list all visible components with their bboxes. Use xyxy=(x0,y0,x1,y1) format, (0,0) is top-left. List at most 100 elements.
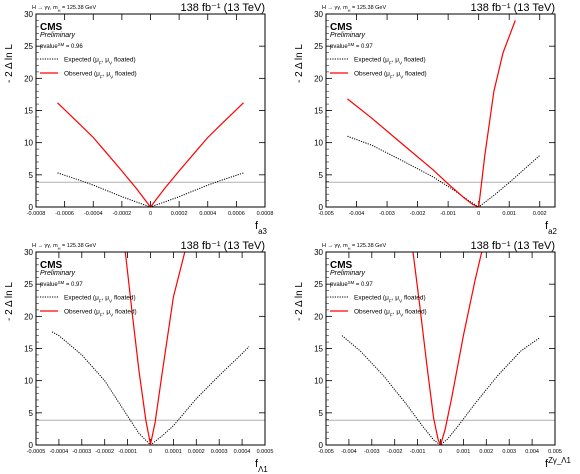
lumi-label: 138 fb⁻¹ (13 TeV) xyxy=(181,240,265,252)
y-axis-label: - 2 Δ ln L xyxy=(4,282,15,321)
pvalue-label: pvalueSM = 0.97 xyxy=(330,280,373,289)
y-tick-label: 10 xyxy=(24,139,33,148)
y-tick-label: 20 xyxy=(24,312,33,321)
x-tick-label: 0.0003 xyxy=(211,449,228,455)
x-tick-label: -0.0002 xyxy=(95,449,114,455)
y-tick-label: 20 xyxy=(314,74,323,83)
x-tick-label: 0.005 xyxy=(548,449,562,455)
x-tick-label: -0.0006 xyxy=(55,211,74,217)
y-axis-label: - 2 Δ ln L xyxy=(4,44,15,83)
lumi-label: 138 fb⁻¹ (13 TeV) xyxy=(181,2,265,14)
x-tick-label: 0.004 xyxy=(525,449,539,455)
x-tick-label: -0.0002 xyxy=(113,211,132,217)
panel-2: 138 fb⁻¹ (13 TeV) H → γγ, mH = 125.38 GeV… xyxy=(294,2,557,236)
y-tick-label: 25 xyxy=(314,280,323,289)
pvalue-label: pvalueSM = 0.97 xyxy=(40,280,83,289)
x-tick-label: 0.0008 xyxy=(257,211,274,217)
plot-frame xyxy=(35,251,266,446)
legend-observed-label: Observed (μF, μV floated) xyxy=(354,309,427,318)
legend-observed-label: Observed (μF, μV floated) xyxy=(354,71,427,80)
x-tick-label: -0.002 xyxy=(410,211,426,217)
y-tick-label: 10 xyxy=(24,377,33,386)
x-tick-label: -0.0005 xyxy=(27,449,46,455)
x-axis-label: fa3 xyxy=(255,220,267,236)
y-tick-label: 25 xyxy=(24,42,33,51)
plot-frame xyxy=(325,251,556,446)
y-tick-label: 5 xyxy=(29,171,34,180)
observed-curve xyxy=(57,102,244,207)
y-tick-label: 10 xyxy=(314,139,323,148)
x-tick-label: -0.001 xyxy=(410,449,426,455)
y-tick-label: 15 xyxy=(314,345,323,354)
panel-4: 138 fb⁻¹ (13 TeV) H → γγ, mH = 125.38 GeV… xyxy=(294,240,572,470)
experiment-label: CMS xyxy=(330,22,353,33)
x-tick-label: 0.0004 xyxy=(234,449,251,455)
y-tick-label: 5 xyxy=(29,409,34,418)
y-tick-label: 0 xyxy=(319,203,324,212)
legend-observed-label: Observed (μF, μV floated) xyxy=(64,71,137,80)
experiment-label: CMS xyxy=(330,260,353,271)
y-tick-label: 5 xyxy=(319,171,324,180)
legend-observed-label: Observed (μF, μV floated) xyxy=(64,309,137,318)
x-tick-label: -0.005 xyxy=(318,211,334,217)
expected-curve xyxy=(341,335,540,445)
pvalue-label: pvalueSM = 0.97 xyxy=(330,42,373,51)
y-tick-label: 30 xyxy=(314,248,323,257)
y-tick-label: 25 xyxy=(24,280,33,289)
x-tick-label: 0.0006 xyxy=(228,211,245,217)
x-tick-label: -0.0001 xyxy=(118,449,137,455)
y-tick-label: 30 xyxy=(24,248,33,257)
x-tick-label: 0.0001 xyxy=(165,449,182,455)
x-tick-label: 0.0005 xyxy=(257,449,274,455)
x-tick-label: 0 xyxy=(477,211,480,217)
x-tick-label: -0.002 xyxy=(387,449,403,455)
observed-curve xyxy=(347,20,516,207)
x-tick-label: -0.003 xyxy=(379,211,395,217)
y-tick-label: 15 xyxy=(314,107,323,116)
experiment-label: CMS xyxy=(40,22,63,33)
x-tick-label: -0.005 xyxy=(318,449,334,455)
x-tick-label: -0.003 xyxy=(364,449,380,455)
pvalue-label: pvalueSM = 0.96 xyxy=(40,42,83,51)
x-axis-label: fa2 xyxy=(545,220,557,236)
x-tick-label: -0.004 xyxy=(349,211,365,217)
x-tick-label: 0.001 xyxy=(457,449,471,455)
x-axis-label: fZγ_Λ1 xyxy=(545,456,572,471)
x-tick-label: 0 xyxy=(439,449,442,455)
x-tick-label: -0.0003 xyxy=(72,449,91,455)
legend-expected-label: Expected (μF, μV floated) xyxy=(354,57,426,66)
plot-frame xyxy=(325,13,556,208)
y-tick-label: 15 xyxy=(24,345,33,354)
x-tick-label: -0.0004 xyxy=(84,211,103,217)
y-tick-label: 0 xyxy=(319,441,324,450)
status-label: Preliminary xyxy=(330,32,366,39)
x-tick-label: -0.0008 xyxy=(27,211,46,217)
process-label: H → γγ, mH = 125.38 GeV xyxy=(322,243,386,251)
legend-expected-label: Expected (μF, μV floated) xyxy=(64,57,136,66)
process-label: H → γγ, mH = 125.38 GeV xyxy=(32,243,96,251)
y-axis-label: - 2 Δ ln L xyxy=(294,282,305,321)
x-tick-label: 0.001 xyxy=(502,211,516,217)
y-tick-label: 20 xyxy=(24,74,33,83)
legend-expected-label: Expected (μF, μV floated) xyxy=(64,295,136,304)
plot-frame xyxy=(35,13,266,208)
observed-curve xyxy=(124,252,186,445)
panel-1: 138 fb⁻¹ (13 TeV) H → γγ, mH = 125.38 GeV… xyxy=(4,2,273,236)
x-tick-label: 0.002 xyxy=(479,449,493,455)
expected-curve xyxy=(51,331,250,445)
y-tick-label: 30 xyxy=(24,10,33,19)
legend-expected-label: Expected (μF, μV floated) xyxy=(354,295,426,304)
x-tick-label: 0 xyxy=(149,449,152,455)
x-axis-label: fΛ1 xyxy=(255,458,268,474)
status-label: Preliminary xyxy=(330,270,366,277)
lumi-label: 138 fb⁻¹ (13 TeV) xyxy=(471,2,555,14)
x-tick-label: 0 xyxy=(149,211,152,217)
y-tick-label: 0 xyxy=(29,203,34,212)
y-tick-label: 30 xyxy=(314,10,323,19)
y-tick-label: 25 xyxy=(314,42,323,51)
x-tick-label: 0.003 xyxy=(502,449,516,455)
lumi-label: 138 fb⁻¹ (13 TeV) xyxy=(471,240,555,252)
x-tick-label: -0.001 xyxy=(440,211,456,217)
observed-curve xyxy=(412,252,483,445)
